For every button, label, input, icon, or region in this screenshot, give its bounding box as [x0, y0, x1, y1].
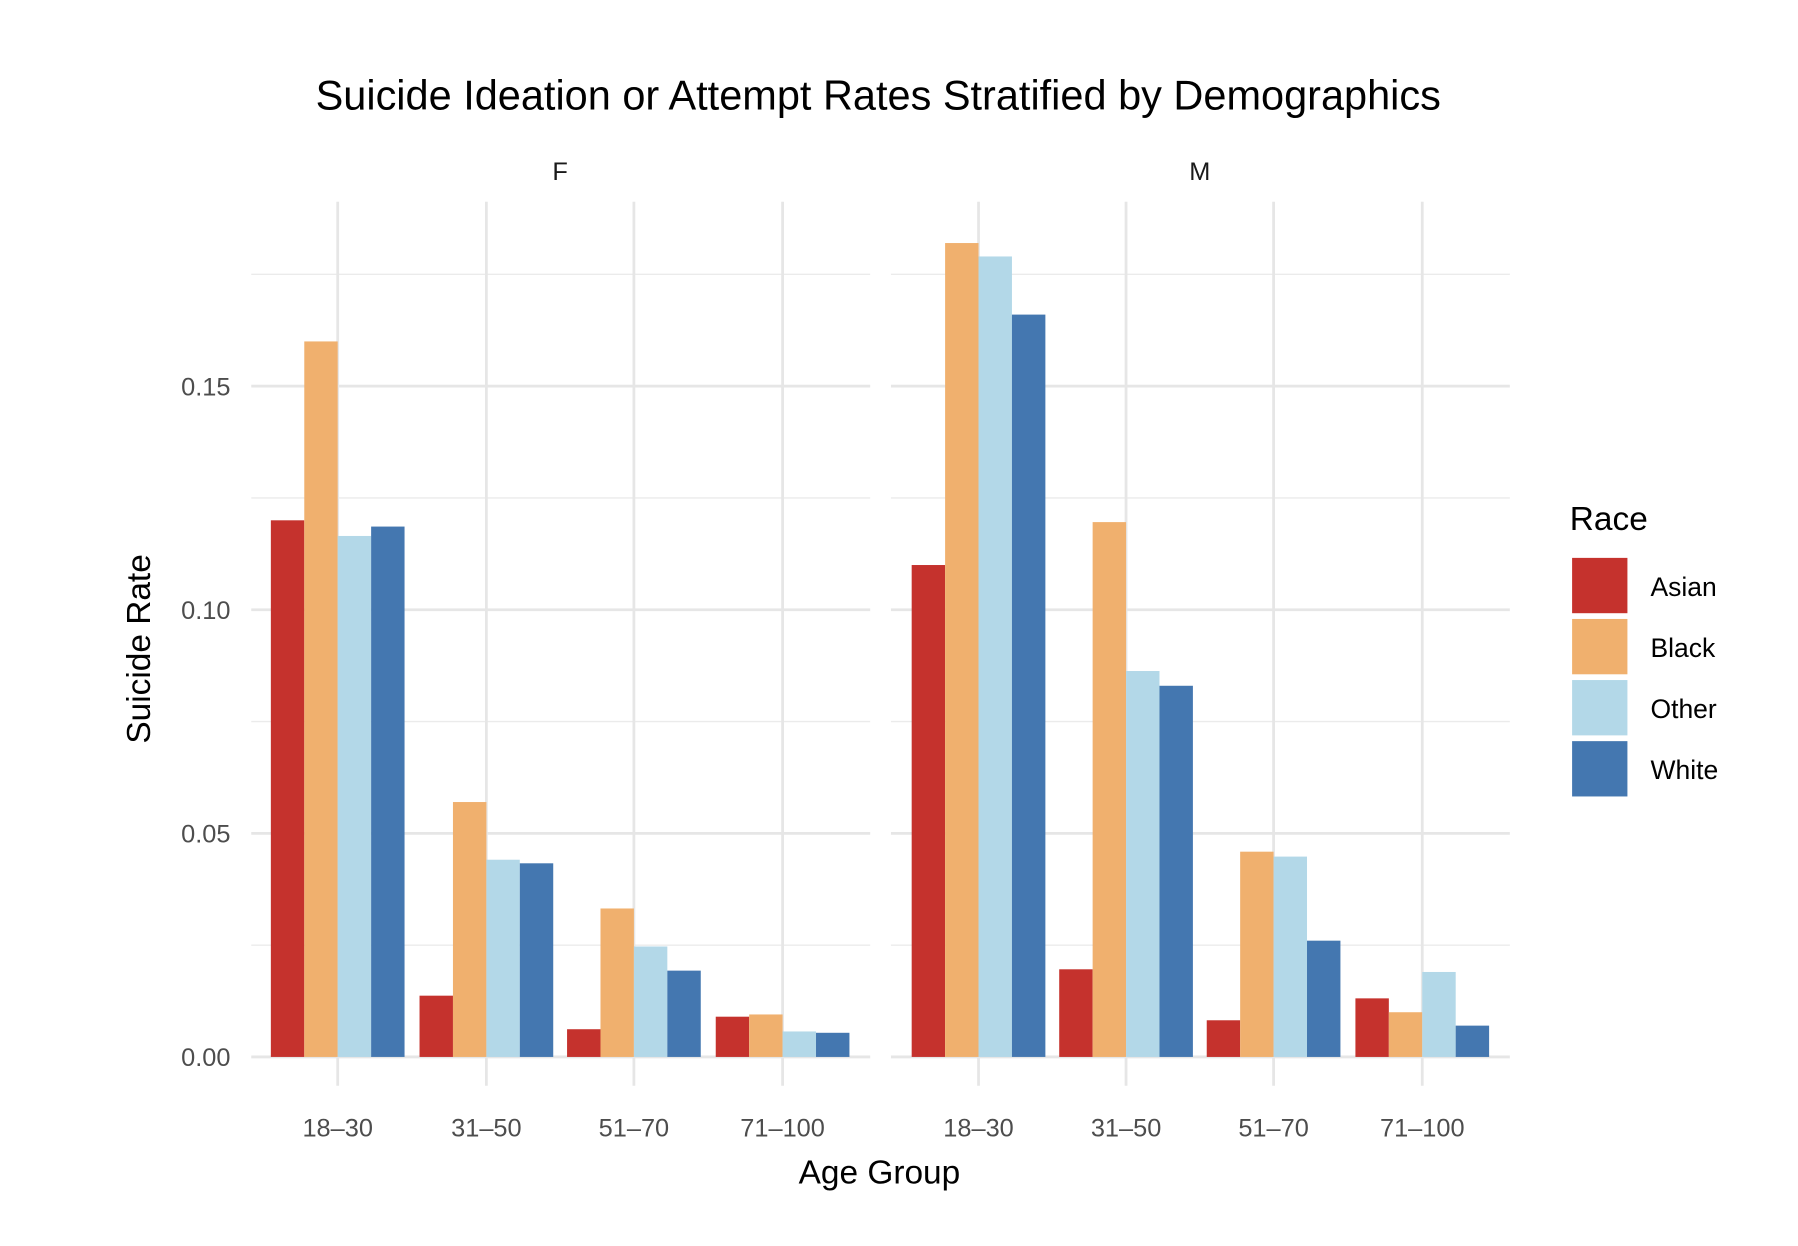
x-tick-label: 71–100	[1380, 1114, 1465, 1142]
legend-key-asian	[1572, 557, 1628, 614]
x-tick-label: 71–100	[740, 1114, 825, 1142]
legend-key-white	[1572, 741, 1628, 797]
bar-f-asian-2	[567, 1029, 601, 1057]
x-tick-label: 31–50	[451, 1114, 521, 1142]
legend-title: Race	[1570, 501, 1648, 538]
bar-m-asian-2	[1206, 1020, 1241, 1057]
x-tick-label: 18–30	[943, 1114, 1013, 1142]
bar-m-other-2	[1273, 856, 1308, 1057]
facet-panel-m: 18–30 31–50 51–70 71–100	[890, 201, 1510, 1142]
bar-m-asian-3	[1355, 998, 1389, 1057]
bar-m-black-3	[1388, 1012, 1423, 1057]
bar-m-asian-1	[1059, 969, 1093, 1057]
bar-f-white-0	[371, 526, 405, 1057]
x-tick-label: 31–50	[1091, 1114, 1161, 1142]
facet-label-f: F	[552, 158, 567, 186]
bar-m-other-1	[1126, 671, 1160, 1057]
bar-f-asian-1	[419, 995, 453, 1057]
legend-key-black	[1572, 618, 1628, 675]
bar-f-black-1	[452, 802, 487, 1057]
bar-f-other-2	[633, 946, 668, 1057]
bar-m-white-2	[1307, 940, 1341, 1057]
facet-panel-f: 18–30 31–50 51–70 71–100	[251, 201, 871, 1142]
bar-m-white-1	[1159, 685, 1193, 1057]
facet-label-m: M	[1189, 158, 1210, 186]
bar-m-white-0	[1011, 314, 1046, 1057]
y-tick-label: 0.10	[181, 597, 230, 625]
bar-f-black-2	[600, 908, 634, 1057]
legend-label-black: Black	[1650, 633, 1716, 663]
legend-label-white: White	[1650, 755, 1718, 785]
bar-f-other-1	[486, 859, 520, 1057]
legend-key-other	[1572, 680, 1628, 736]
bar-m-asian-0	[911, 565, 946, 1057]
bar-m-other-0	[978, 256, 1012, 1057]
x-tick-label: 51–70	[1238, 1114, 1308, 1142]
x-tick-label: 51–70	[599, 1114, 669, 1142]
bar-m-black-2	[1240, 851, 1274, 1057]
bar-f-other-0	[337, 535, 372, 1057]
y-tick-label: 0.15	[181, 373, 230, 401]
bar-f-black-0	[304, 341, 338, 1057]
y-tick-label: 0.00	[181, 1044, 230, 1072]
bar-f-other-3	[782, 1031, 817, 1057]
bar-f-black-3	[749, 1014, 783, 1057]
bar-m-black-1	[1092, 522, 1127, 1057]
bar-f-white-2	[667, 970, 701, 1057]
y-axis-label: Suicide Rate	[121, 554, 158, 743]
bar-f-white-3	[816, 1032, 850, 1057]
bar-m-black-0	[945, 243, 979, 1057]
x-axis-label: Age Group	[799, 1155, 961, 1192]
bar-f-asian-3	[715, 1016, 750, 1057]
bar-f-asian-0	[270, 520, 305, 1057]
legend-label-other: Other	[1650, 694, 1716, 724]
bar-f-white-1	[519, 863, 554, 1057]
chart-title: Suicide Ideation or Attempt Rates Strati…	[316, 72, 1441, 119]
legend: Asian Black Other White	[1572, 557, 1718, 797]
y-tick-label: 0.05	[181, 821, 230, 849]
x-tick-label: 18–30	[302, 1114, 372, 1142]
legend-label-asian: Asian	[1650, 572, 1716, 602]
bar-m-other-3	[1422, 971, 1456, 1057]
bar-m-white-3	[1455, 1025, 1490, 1057]
